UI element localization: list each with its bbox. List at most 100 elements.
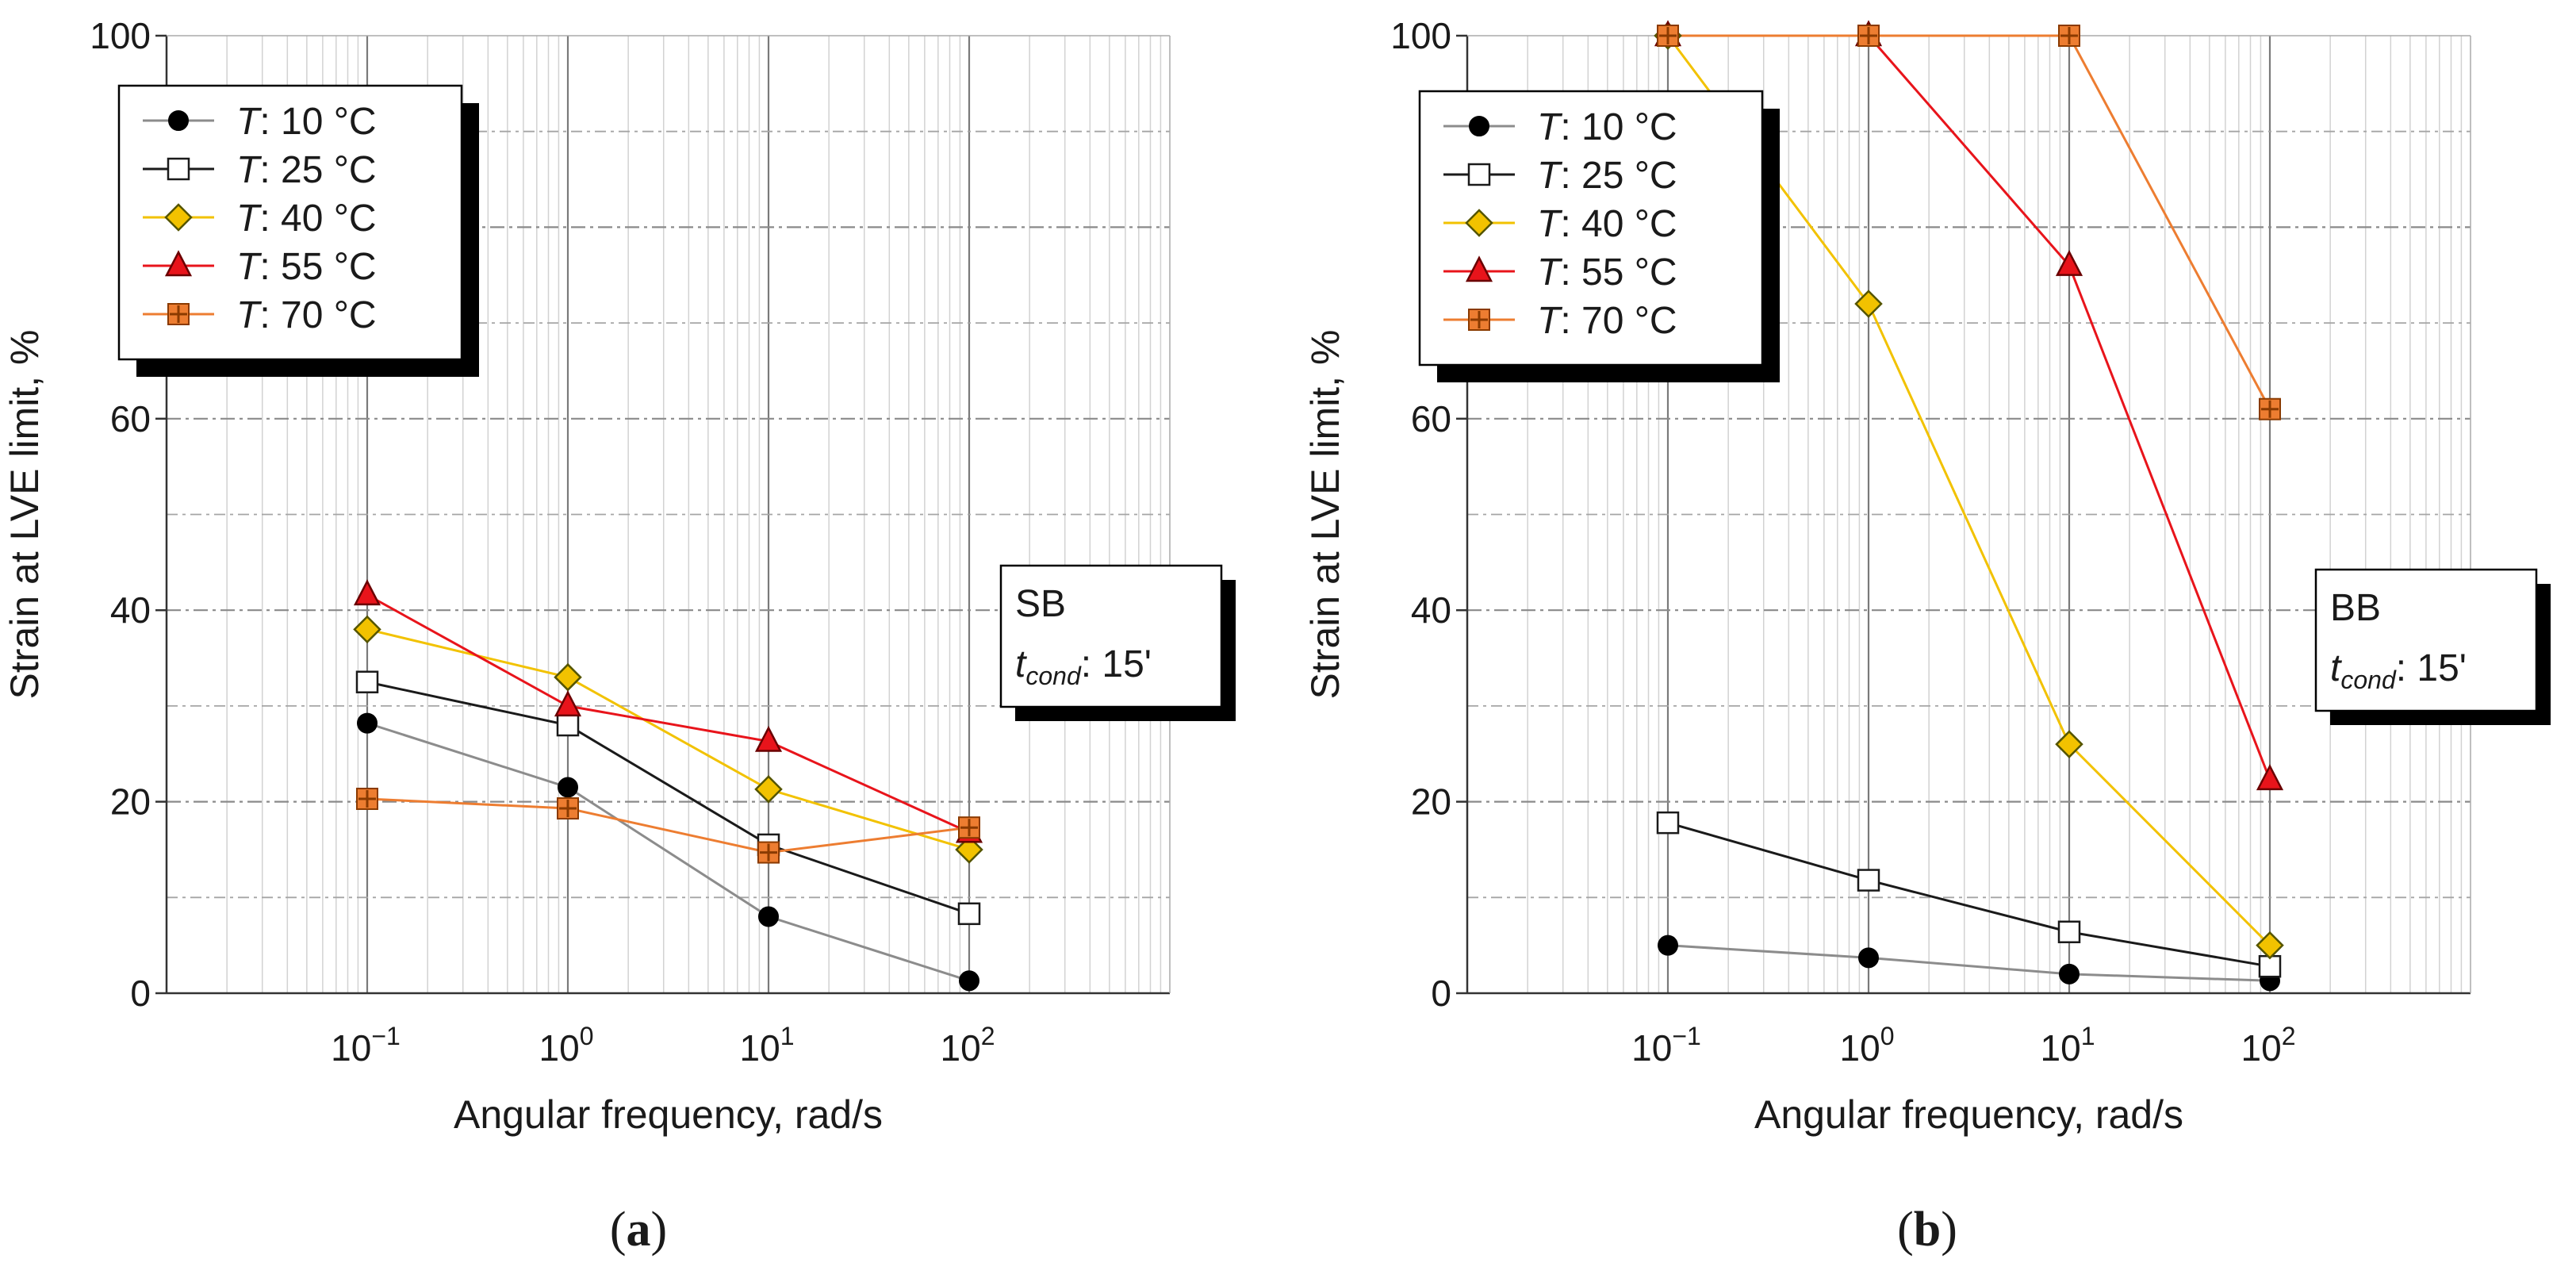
x-tick-exponent: −1 [1672,1022,1700,1050]
y-tick-label: 20 [110,781,151,823]
legend-temp: : 70 °C [259,294,376,336]
legend-entry: T: 10 °C [236,101,377,143]
x-tick-exponent: 2 [981,1022,995,1050]
data-point-square [2057,920,2081,944]
legend-temp: : 10 °C [1560,106,1677,148]
legend-marker-triangle [1465,255,1493,282]
legend-var: T [236,294,263,336]
legend-var: T [1537,155,1563,197]
binder-label: BB [2330,587,2381,629]
x-tick-base: 10 [539,1027,580,1069]
legend-entry: T: 70 °C [236,294,377,336]
legend-marker-plus-square [1468,309,1490,331]
series-line-2 [1667,821,2271,968]
y-tick-label: 0 [130,973,151,1014]
y-axis-label: Strain at LVE limit, % [1303,330,1347,700]
legend-entry: T: 25 °C [236,149,377,191]
panel-label: (a) [610,1203,667,1257]
y-tick-label: 40 [1411,589,1451,631]
param-subscript: cond [1025,662,1082,690]
data-point-square [355,670,379,693]
legend-temp: : 40 °C [1560,203,1677,245]
legend-marker-plus-square [167,303,190,325]
x-tick-base: 10 [1840,1027,1880,1069]
panel-paren-open: ( [610,1203,627,1257]
conditioning-time: tcond: 15' [1015,643,1152,690]
x-tick-label: 100 [1840,1022,1895,1069]
x-tick-exponent: 0 [1880,1022,1895,1050]
y-tick-label: 0 [1431,973,1451,1014]
param-symbol: t [2330,647,2342,689]
data-point-circle [357,712,378,734]
conditioning-time: tcond: 15' [2330,647,2467,694]
data-point-diamond [1854,290,1883,318]
data-point-plus-square [356,787,378,810]
legend-var: T [236,246,263,288]
series-line-5 [366,797,970,854]
legend-var: T [1537,300,1563,342]
legend-entry: T: 10 °C [1537,106,1677,148]
data-point-triangle [2055,249,2083,276]
x-tick-exponent: 0 [580,1022,594,1050]
y-tick-label: 40 [110,589,151,631]
legend-var: T [236,149,263,191]
data-point-square [1656,811,1680,835]
condition-box-frame [999,564,1223,708]
data-point-square [556,713,580,737]
panel-paren-close: ) [1941,1203,1957,1257]
series-line-2 [366,681,970,915]
param-subscript: cond [2340,666,2397,694]
legend-temp: : 70 °C [1560,300,1677,342]
panel-paren-open: ( [1897,1203,1914,1257]
legend-var: T [1537,106,1563,148]
data-point-circle [2059,963,2080,984]
x-axis-label: Angular frequency, rad/s [1754,1092,2183,1137]
data-point-plus-square [1657,25,1679,47]
legend: T: 10 °CT: 25 °CT: 40 °CT: 55 °CT: 70 °C [117,84,479,377]
x-tick-label: 10−1 [331,1022,401,1069]
y-axis-label: Strain at LVE limit, % [2,330,47,700]
data-point-circle [558,777,578,798]
data-point-plus-square [1857,25,1880,47]
x-axis-label: Angular frequency, rad/s [454,1092,883,1137]
series-line-4 [366,593,970,834]
legend-entry: T: 55 °C [1537,251,1677,294]
y-tick-label: 60 [1411,398,1451,439]
legend-temp: : 55 °C [259,246,376,288]
data-point-plus-square [757,841,780,864]
data-point-triangle [2256,764,2284,791]
condition-box-frame [2314,568,2538,712]
data-point-plus-square [557,797,579,820]
data-point-triangle [554,690,582,717]
legend-var: T [1537,203,1563,245]
legend-var: T [236,101,263,143]
legend-marker-square [1467,163,1491,186]
data-point-circle [758,906,779,927]
x-tick-base: 10 [331,1027,371,1069]
x-tick-exponent: 1 [2081,1022,2095,1050]
legend-entry: T: 70 °C [1537,300,1677,342]
legend-temp: : 10 °C [259,101,376,143]
x-tick-exponent: 2 [2282,1022,2296,1050]
data-point-square [1857,869,1880,892]
x-tick-label: 102 [2241,1022,2296,1069]
legend-entry: T: 40 °C [236,198,377,240]
panel-letter: b [1914,1203,1941,1257]
condition-box: BB tcond: 15' [2314,568,2551,725]
condition-box: SB tcond: 15' [999,564,1236,721]
x-tick-base: 10 [1631,1027,1672,1069]
data-point-plus-square [2259,397,2281,420]
data-point-diamond [754,775,783,804]
series-line-1 [366,722,970,982]
series-line-5 [1668,34,2271,410]
legend-var: T [236,198,263,240]
x-tick-label: 10−1 [1631,1022,1701,1069]
data-point-circle [1858,947,1879,969]
data-point-diamond [353,615,381,644]
data-point-diamond [2256,931,2284,960]
series-line-3 [366,627,970,851]
data-point-plus-square [2058,25,2080,47]
param-value: : 15' [1081,643,1152,685]
y-tick-label: 100 [1390,15,1451,56]
